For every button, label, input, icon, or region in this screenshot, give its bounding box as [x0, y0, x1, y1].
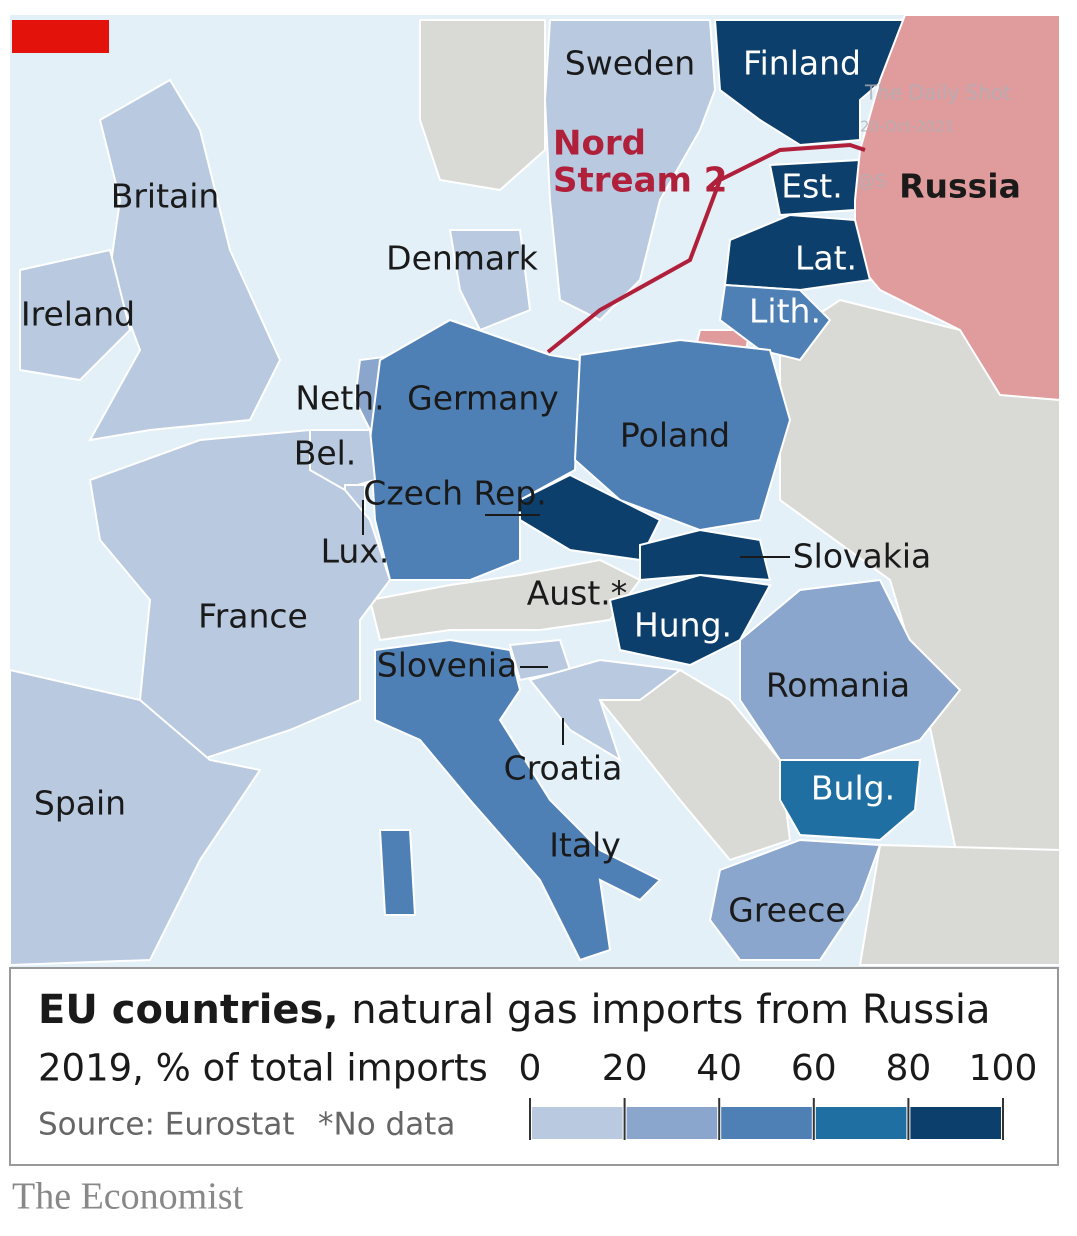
- legend-swatch: [721, 1107, 812, 1139]
- country: [368, 318, 582, 581]
- country-label: Finland: [743, 44, 861, 83]
- country: [854, 14, 1061, 402]
- country: [708, 838, 882, 961]
- watermark: The Daily Shot: [864, 81, 1011, 105]
- country-label: France: [198, 597, 308, 636]
- country-label: Lux.: [321, 532, 390, 571]
- country: [519, 473, 662, 562]
- country: [739, 578, 962, 761]
- legend-tick-label: 100: [969, 1048, 1038, 1089]
- country: [88, 428, 392, 762]
- country-label: Germany: [407, 379, 559, 418]
- land: [858, 843, 1061, 966]
- country-label: Croatia: [504, 749, 623, 788]
- country-label: Lith.: [749, 292, 821, 331]
- country-label: Ireland: [21, 295, 135, 334]
- legend-title-bold: EU countries,: [38, 987, 339, 1033]
- legend-title-rest: natural gas imports from Russia: [351, 987, 990, 1033]
- pipeline-label: Nord: [553, 124, 646, 164]
- pipeline-label: Stream 2: [553, 161, 727, 201]
- country: [19, 248, 132, 382]
- country: [378, 829, 417, 916]
- country: [528, 658, 683, 763]
- legend-tick-label: 20: [602, 1048, 648, 1089]
- country-label: Russia: [899, 167, 1021, 206]
- legend-source: Source: Eurostat: [38, 1107, 295, 1143]
- labels: Sweden Finland Est. Russia Lat. Lith. Britain I…: [21, 44, 1021, 930]
- country-label: Slovenia: [377, 646, 517, 685]
- legend-swatch: [626, 1107, 718, 1139]
- country-label: Hung.: [634, 606, 732, 645]
- legend-swatch: [815, 1107, 907, 1139]
- pipeline: [546, 142, 866, 354]
- legend-subtitle: 2019, % of total imports: [38, 1047, 488, 1090]
- country-label: Bel.: [294, 434, 357, 473]
- country-label: Spain: [34, 784, 126, 823]
- legend-swatch: [910, 1107, 1001, 1139]
- country: [9, 668, 262, 967]
- country-label: Denmark: [386, 239, 539, 278]
- legend-title: EU countries, natural gas imports from R…: [38, 987, 991, 1033]
- country: [779, 759, 922, 842]
- country-label: Est.: [781, 167, 842, 206]
- country-label: Poland: [620, 416, 730, 455]
- country-label: Slovakia: [793, 537, 932, 576]
- country-label: Neth.: [295, 379, 384, 418]
- footer: The Economist: [12, 1176, 244, 1218]
- land: [419, 19, 546, 192]
- watermark: 20-Oct-2021: [860, 118, 954, 136]
- country-label: Romania: [766, 666, 910, 705]
- legend-tick-label: 60: [791, 1048, 837, 1089]
- country-label: Britain: [111, 177, 220, 216]
- country: [543, 19, 717, 322]
- country-label: Sweden: [565, 44, 695, 83]
- legend-swatch: [532, 1107, 623, 1139]
- legend-tick-label: 0: [519, 1048, 542, 1089]
- map: [9, 14, 1061, 968]
- country-label: Greece: [728, 891, 845, 930]
- legend-tick-label: 40: [696, 1048, 742, 1089]
- logo-bar: [12, 20, 109, 53]
- country: [573, 338, 792, 532]
- legend-scale: 0 20 40 60 80 100: [519, 1048, 1038, 1140]
- country-label: Aust.*: [527, 574, 628, 613]
- country: [718, 283, 832, 362]
- country: [374, 638, 662, 962]
- watermark: @S: [857, 171, 886, 192]
- country-label: Czech Rep.: [363, 474, 546, 513]
- country-label: Italy: [549, 826, 621, 865]
- country-label: Bulg.: [811, 769, 895, 808]
- legend-tick-label: 80: [885, 1048, 931, 1089]
- country-label: Lat.: [795, 239, 857, 278]
- legend-note: *No data: [318, 1107, 455, 1143]
- country: [448, 229, 532, 332]
